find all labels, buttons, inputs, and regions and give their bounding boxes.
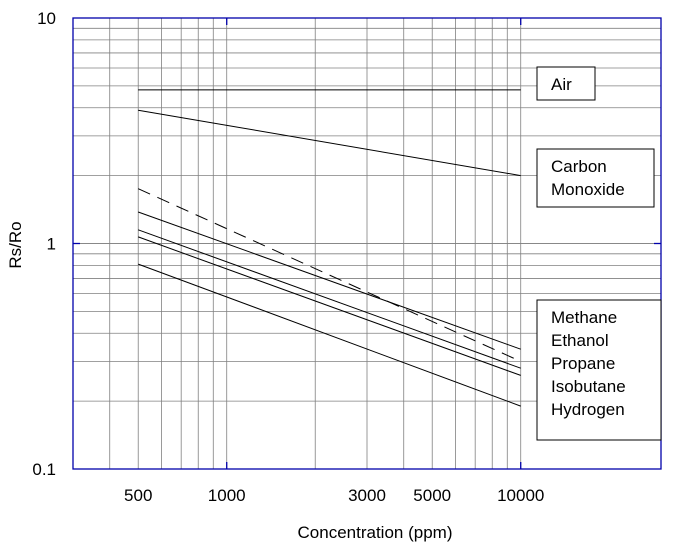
legend-box: Methane Ethanol Propane Isobutane Hydrogen	[537, 300, 661, 440]
legend-label: Methane	[551, 308, 617, 327]
series-line-propane	[138, 230, 521, 368]
legend-label: Air	[551, 75, 572, 94]
series-line-ethanol	[138, 212, 521, 349]
legend-label: Hydrogen	[551, 400, 625, 419]
series-line-hydrogen	[138, 264, 521, 406]
legend-box: Carbon Monoxide	[537, 149, 654, 207]
legend-label: Isobutane	[551, 377, 626, 396]
series-line-isobutane	[138, 237, 521, 376]
legend-label: Propane	[551, 354, 615, 373]
y-tick-labels: 0.1 1 10	[32, 9, 56, 479]
x-axis-label: Concentration (ppm)	[298, 523, 453, 542]
y-tick-label: 10	[37, 9, 56, 28]
x-tick-labels: 500 1000 3000 5000 10000	[124, 486, 544, 505]
y-axis-label: Rs/Ro	[6, 221, 25, 268]
legend-label: Ethanol	[551, 331, 609, 350]
x-tick-label: 10000	[497, 486, 544, 505]
y-tick-label: 0.1	[32, 460, 56, 479]
legend-label: Monoxide	[551, 180, 625, 199]
series-line-carbon-monoxide	[138, 110, 521, 175]
series-lines	[138, 90, 521, 406]
x-tick-label: 5000	[413, 486, 451, 505]
legend-label: Carbon	[551, 157, 607, 176]
x-tick-label: 1000	[208, 486, 246, 505]
x-tick-label: 500	[124, 486, 152, 505]
legend-box: Air	[537, 67, 595, 100]
y-tick-label: 1	[47, 235, 56, 254]
x-tick-label: 3000	[348, 486, 386, 505]
